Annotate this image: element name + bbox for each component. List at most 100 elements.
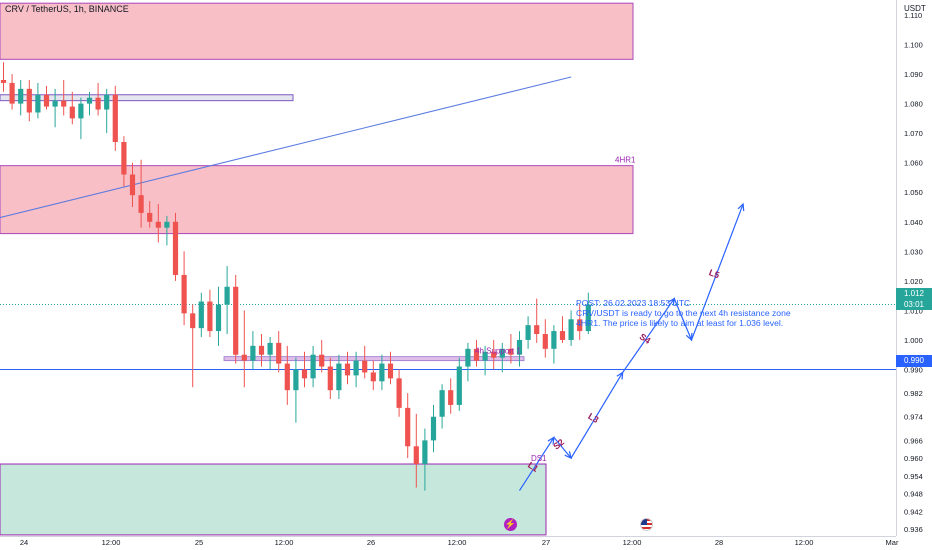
- time-tick: 27: [542, 538, 550, 547]
- resistance-zone-4hr1: [0, 165, 634, 235]
- price-tick: 0.966: [904, 436, 923, 445]
- candle: [353, 360, 359, 376]
- candle: [542, 334, 548, 349]
- candle: [336, 363, 342, 391]
- time-tick: 12:00: [623, 538, 642, 547]
- wave-arrowhead: [564, 451, 572, 460]
- time-tick: 12:00: [102, 538, 121, 547]
- wave-label: L5: [708, 267, 721, 280]
- time-tick: 25: [195, 538, 203, 547]
- candle: [344, 363, 351, 376]
- price-tick: 1.070: [904, 129, 923, 138]
- candle: [448, 390, 454, 405]
- time-tick: 12:00: [275, 538, 294, 547]
- us-flag-icon[interactable]: [640, 518, 653, 531]
- support-zone-4h-label: 4h Support 1: [475, 347, 521, 356]
- candle: [491, 351, 497, 358]
- resistance-zone-4hr2-dr1: [0, 2, 634, 60]
- candle: [293, 369, 299, 391]
- time-tick: 26: [367, 538, 375, 547]
- candle: [78, 103, 84, 119]
- candle: [482, 351, 488, 361]
- candle: [215, 304, 222, 332]
- candle: [284, 363, 290, 391]
- candle: [233, 286, 239, 355]
- bar-countdown: 03:01: [903, 300, 925, 309]
- wave-label: L3: [586, 411, 600, 425]
- wave-arrowhead: [667, 297, 676, 306]
- candle: [86, 97, 93, 104]
- candle: [155, 221, 161, 228]
- candle: [370, 372, 376, 382]
- price-tick: 0.990: [904, 365, 923, 374]
- candle: [516, 339, 523, 355]
- candle: [456, 366, 462, 405]
- time-tick: 12:00: [448, 538, 467, 547]
- price-tick: 1.040: [904, 218, 923, 227]
- price-tick: 1.010: [904, 306, 923, 315]
- candle: [9, 82, 15, 104]
- price-tick: 0.974: [904, 413, 923, 422]
- candle: [258, 345, 265, 355]
- candle: [138, 195, 144, 213]
- candle: [172, 221, 179, 275]
- candle: [327, 366, 333, 391]
- annotation-line-1: POST: 26.02.2023 18:53 UTC: [576, 298, 691, 308]
- candle: [577, 319, 583, 332]
- price-tick: 1.090: [904, 70, 923, 79]
- candle: [190, 313, 196, 329]
- candle: [129, 174, 136, 196]
- annotation-text: POST: 26.02.2023 18:53 UTC CRV/USDT is r…: [576, 298, 791, 328]
- time-tick: 28: [715, 538, 723, 547]
- candle: [413, 446, 419, 465]
- chart-title: CRV / TetherUS, 1h, BINANCE: [5, 4, 129, 14]
- time-tick: Mar: [886, 538, 899, 547]
- candle: [147, 212, 153, 222]
- lightning-icon[interactable]: ⚡: [504, 518, 517, 531]
- wave-label: L1: [526, 460, 540, 474]
- candle: [430, 416, 437, 441]
- currency-label: USDT: [904, 4, 926, 13]
- candle: [387, 363, 394, 379]
- price-tick: 1.060: [904, 159, 923, 168]
- candle: [465, 348, 471, 367]
- candle: [362, 360, 368, 373]
- wave-arrowhead: [616, 371, 624, 380]
- candle: [181, 274, 187, 314]
- level-price-badge: 0.990: [896, 355, 932, 367]
- price-tick: 1.000: [904, 336, 923, 345]
- price-tick: 0.960: [904, 454, 923, 463]
- candle: [198, 301, 204, 329]
- candle: [310, 354, 316, 379]
- candle: [559, 331, 566, 340]
- candle: [35, 94, 41, 113]
- support-zone-ds1: [0, 463, 547, 536]
- price-tick: 0.982: [904, 389, 923, 398]
- candle: [61, 100, 67, 107]
- candle: [52, 100, 58, 107]
- time-tick: 24: [20, 538, 28, 547]
- price-tick: 1.110: [904, 11, 922, 20]
- support-zone-4h: [223, 356, 525, 362]
- price-tick: 0.942: [904, 507, 923, 516]
- wave-arrowhead: [737, 202, 745, 212]
- candle: [585, 304, 591, 332]
- candle: [164, 221, 170, 228]
- candle: [551, 331, 557, 349]
- candle: [241, 354, 247, 361]
- candle: [396, 378, 402, 408]
- last-price-value: 1.012: [903, 289, 925, 298]
- candle: [224, 286, 230, 305]
- price-axis: [896, 0, 932, 550]
- price-tick: 1.030: [904, 247, 923, 256]
- candle: [0, 79, 7, 83]
- candle: [534, 325, 540, 335]
- candle: [379, 363, 385, 382]
- candle: [250, 345, 256, 361]
- wave-arrowhead: [547, 436, 555, 445]
- candle: [18, 88, 24, 104]
- price-tick: 0.936: [904, 525, 923, 534]
- candle: [439, 390, 445, 417]
